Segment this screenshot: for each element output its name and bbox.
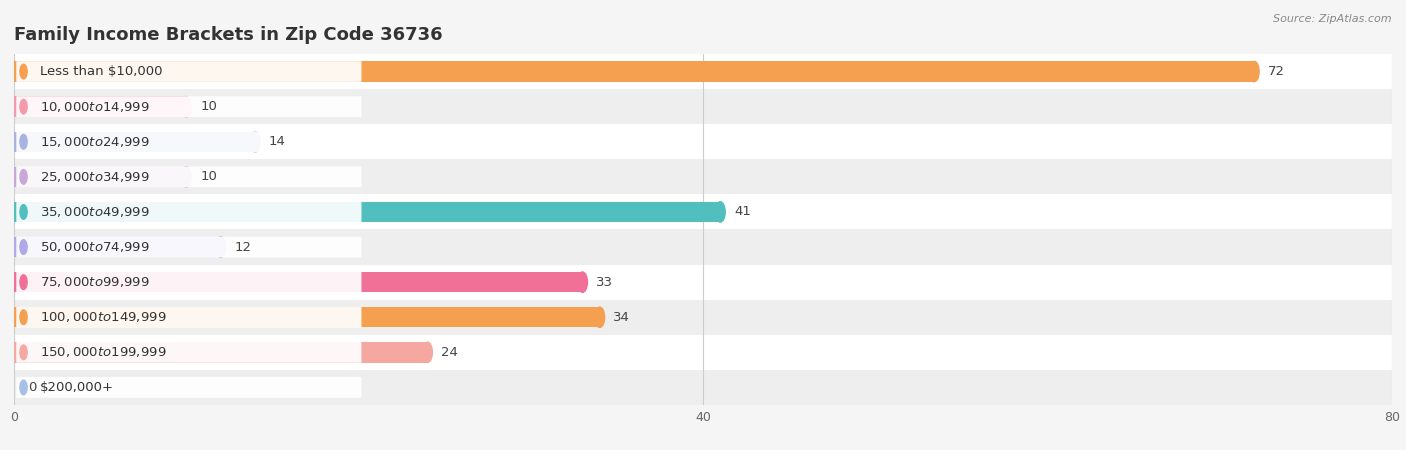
Circle shape bbox=[422, 342, 433, 363]
Text: $150,000 to $199,999: $150,000 to $199,999 bbox=[39, 345, 166, 360]
FancyBboxPatch shape bbox=[17, 96, 361, 117]
FancyBboxPatch shape bbox=[17, 131, 361, 152]
Circle shape bbox=[20, 99, 27, 114]
Text: 0: 0 bbox=[28, 381, 37, 394]
Text: $35,000 to $49,999: $35,000 to $49,999 bbox=[39, 205, 149, 219]
Circle shape bbox=[20, 204, 27, 220]
Circle shape bbox=[250, 131, 260, 152]
Bar bbox=[14, 265, 1392, 300]
FancyBboxPatch shape bbox=[17, 202, 361, 222]
Circle shape bbox=[578, 272, 588, 292]
Circle shape bbox=[20, 380, 27, 395]
Circle shape bbox=[20, 380, 27, 395]
Text: 24: 24 bbox=[441, 346, 458, 359]
Circle shape bbox=[20, 64, 27, 79]
Bar bbox=[14, 166, 186, 187]
FancyBboxPatch shape bbox=[17, 377, 361, 398]
FancyBboxPatch shape bbox=[17, 307, 361, 328]
Bar bbox=[14, 159, 1392, 194]
Circle shape bbox=[215, 237, 226, 257]
Text: Less than $10,000: Less than $10,000 bbox=[39, 65, 163, 78]
Circle shape bbox=[20, 310, 27, 324]
Circle shape bbox=[20, 274, 27, 290]
Bar bbox=[14, 342, 427, 363]
Bar bbox=[14, 96, 186, 117]
FancyBboxPatch shape bbox=[17, 166, 361, 187]
FancyBboxPatch shape bbox=[17, 61, 361, 82]
Text: 33: 33 bbox=[596, 276, 613, 288]
Text: 12: 12 bbox=[235, 241, 252, 253]
Text: 14: 14 bbox=[269, 135, 285, 148]
Text: $15,000 to $24,999: $15,000 to $24,999 bbox=[39, 135, 149, 149]
Bar bbox=[14, 131, 256, 152]
Circle shape bbox=[20, 239, 27, 255]
Circle shape bbox=[20, 64, 27, 79]
Text: $100,000 to $149,999: $100,000 to $149,999 bbox=[39, 310, 166, 324]
Bar bbox=[14, 300, 1392, 335]
Text: $25,000 to $34,999: $25,000 to $34,999 bbox=[39, 170, 149, 184]
Bar bbox=[14, 194, 1392, 230]
Circle shape bbox=[1249, 61, 1260, 82]
Bar bbox=[14, 335, 1392, 370]
Circle shape bbox=[20, 99, 27, 114]
Text: 72: 72 bbox=[1268, 65, 1285, 78]
Text: 10: 10 bbox=[200, 100, 217, 113]
Circle shape bbox=[181, 166, 191, 187]
Text: 34: 34 bbox=[613, 311, 630, 324]
Circle shape bbox=[20, 205, 27, 219]
Bar bbox=[14, 237, 221, 257]
Bar bbox=[14, 307, 599, 328]
Text: $50,000 to $74,999: $50,000 to $74,999 bbox=[39, 240, 149, 254]
Circle shape bbox=[20, 169, 27, 184]
Text: 41: 41 bbox=[734, 206, 751, 218]
Text: $75,000 to $99,999: $75,000 to $99,999 bbox=[39, 275, 149, 289]
FancyBboxPatch shape bbox=[17, 237, 361, 257]
Bar bbox=[14, 89, 1392, 124]
Circle shape bbox=[595, 307, 605, 328]
Text: Source: ZipAtlas.com: Source: ZipAtlas.com bbox=[1274, 14, 1392, 23]
Bar bbox=[14, 54, 1392, 89]
Text: $10,000 to $14,999: $10,000 to $14,999 bbox=[39, 99, 149, 114]
Circle shape bbox=[20, 170, 27, 184]
Bar bbox=[14, 61, 1254, 82]
Bar bbox=[14, 230, 1392, 265]
FancyBboxPatch shape bbox=[17, 342, 361, 363]
Text: Family Income Brackets in Zip Code 36736: Family Income Brackets in Zip Code 36736 bbox=[14, 26, 443, 44]
Circle shape bbox=[716, 202, 725, 222]
Text: $200,000+: $200,000+ bbox=[39, 381, 114, 394]
Bar bbox=[14, 202, 720, 222]
Circle shape bbox=[20, 240, 27, 254]
Circle shape bbox=[181, 96, 191, 117]
Text: 10: 10 bbox=[200, 171, 217, 183]
Circle shape bbox=[20, 275, 27, 289]
Circle shape bbox=[20, 345, 27, 360]
FancyBboxPatch shape bbox=[17, 272, 361, 292]
Circle shape bbox=[20, 135, 27, 149]
Circle shape bbox=[20, 310, 27, 325]
Bar bbox=[14, 370, 1392, 405]
Bar bbox=[14, 124, 1392, 159]
Circle shape bbox=[20, 134, 27, 149]
Circle shape bbox=[20, 345, 27, 360]
Bar bbox=[14, 272, 582, 292]
